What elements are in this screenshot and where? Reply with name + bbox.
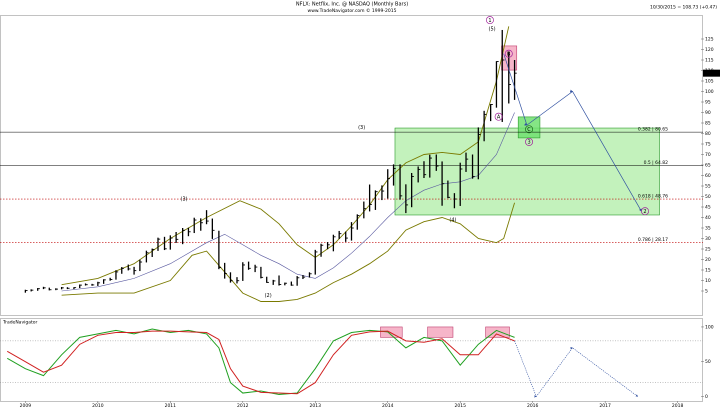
- wave-circle: [525, 137, 534, 146]
- y-tick-label: 55: [705, 184, 711, 190]
- y-tick-label: 25: [705, 247, 711, 253]
- y-tick-label: 80: [705, 131, 711, 137]
- zone-box: [380, 326, 403, 338]
- x-tick-label: 2010: [92, 403, 104, 409]
- band-line: [61, 202, 515, 302]
- osc-y-tick-label: 100: [705, 324, 714, 330]
- x-tick-label: 2009: [20, 403, 32, 409]
- wave-circle: [504, 49, 513, 58]
- brand: TradeNavigator: [2, 320, 37, 326]
- wave-label: 3: [527, 140, 530, 146]
- y-tick-label: 30: [705, 236, 711, 242]
- fib-label: 0.5 | 64.82: [644, 160, 669, 166]
- x-tick-label: 2013: [310, 403, 322, 409]
- wave-circle: [494, 112, 503, 121]
- oscillator-panel: [0, 318, 703, 402]
- wave-label: A: [497, 115, 501, 121]
- fib-label: 0.786 | 28.17: [638, 237, 668, 243]
- y-tick-label: 50: [705, 194, 711, 200]
- wave-label: 2: [643, 209, 646, 215]
- wave-label: (2): [265, 293, 272, 299]
- wave-circle: [641, 207, 649, 216]
- y-tick-label: 120: [705, 47, 714, 53]
- fib-label: 0.382 | 80.65: [638, 127, 668, 133]
- y-tick-label: 35: [705, 226, 711, 232]
- last-price-box: [703, 69, 720, 77]
- osc-line: [6, 328, 515, 395]
- wave-label: (3): [181, 196, 188, 202]
- wave-circle: [525, 125, 534, 134]
- x-tick-label: 2017: [599, 403, 611, 409]
- y-tick-label: 95: [705, 100, 711, 106]
- wave-circle: [485, 16, 494, 25]
- zone-box: [427, 326, 454, 338]
- chart-subtitle: www.TradeNavigator.com © 1999-2015: [308, 7, 397, 14]
- zone-box: [485, 326, 510, 338]
- x-tick-label: 2016: [527, 403, 539, 409]
- last-price-label: 108.73: [704, 71, 720, 77]
- x-tick-label: 2014: [382, 403, 394, 409]
- y-tick-label: 90: [705, 110, 711, 116]
- y-tick-label: 75: [705, 142, 711, 148]
- wave-label: (4): [449, 217, 456, 223]
- y-tick-label: 65: [705, 163, 711, 169]
- y-tick-label: 115: [705, 58, 714, 64]
- osc-y-tick-label: 50: [705, 359, 711, 365]
- wave-label: 1: [488, 18, 491, 24]
- wave-label: (3): [358, 125, 365, 131]
- y-tick-label: 125: [705, 37, 714, 43]
- band-line: [61, 112, 515, 292]
- projection-path: [503, 53, 642, 212]
- x-tick-label: 2012: [237, 403, 249, 409]
- y-tick-label: 40: [705, 215, 711, 221]
- x-tick-label: 2011: [165, 403, 177, 409]
- fib-label: 0.618 | 48.76: [638, 194, 668, 200]
- y-tick-label: 10: [705, 278, 711, 284]
- y-tick-label: 60: [705, 173, 711, 179]
- wave-label: C: [527, 127, 531, 133]
- y-tick-label: 105: [705, 79, 714, 85]
- wave-label: B: [507, 52, 511, 58]
- osc-projection: [514, 340, 639, 398]
- wave-label: (5): [489, 26, 496, 32]
- y-tick-label: 15: [705, 268, 711, 274]
- y-tick-label: 5: [705, 289, 708, 295]
- y-tick-label: 85: [705, 121, 711, 127]
- x-tick-label: 2015: [454, 403, 466, 409]
- y-tick-label: 20: [705, 257, 711, 263]
- chart-title: NFLX: Netflix, Inc. @ NASDAQ (Monthly Ba…: [296, 2, 408, 8]
- osc-y-tick-label: 0: [705, 394, 708, 400]
- x-tick-label: 2018: [672, 403, 684, 409]
- y-tick-label: 45: [705, 205, 711, 211]
- y-tick-label: 70: [705, 152, 711, 158]
- y-tick-label: 100: [705, 89, 714, 95]
- last-price-text: 10/30/2015 = 108.73 (+0.47): [650, 5, 717, 11]
- osc-line: [6, 330, 515, 395]
